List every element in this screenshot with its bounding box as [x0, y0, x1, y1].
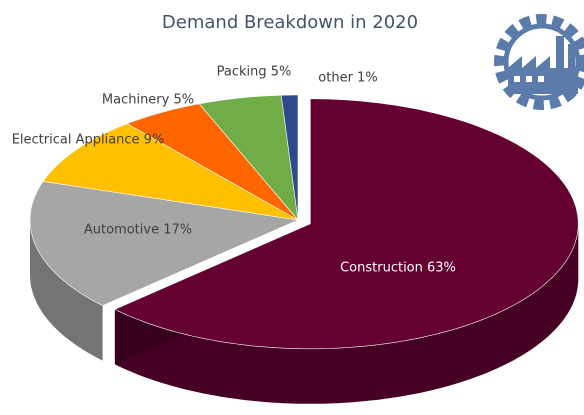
slice-group — [29, 181, 300, 361]
factory-gear-icon — [494, 14, 584, 110]
slice-group — [126, 103, 299, 221]
pie-slice — [42, 123, 299, 221]
slice-group — [42, 123, 299, 221]
slice-group — [114, 98, 579, 404]
pie-slice — [280, 94, 299, 221]
pie-slice — [29, 181, 300, 306]
data-label: Construction 63% — [340, 261, 456, 276]
pie-slice — [126, 103, 299, 221]
pie-slice — [198, 94, 299, 221]
slice-side — [114, 223, 579, 404]
slice-group — [198, 94, 299, 221]
data-label: Packing 5% — [217, 65, 292, 80]
data-label: Machinery 5% — [102, 93, 194, 108]
data-label: other 1% — [318, 71, 377, 86]
chart-title: Demand Breakdown in 2020 — [162, 12, 418, 33]
slice-group — [280, 94, 299, 221]
data-label: Electrical Appliance 9% — [12, 133, 165, 148]
pie-slice — [114, 98, 579, 350]
data-label: Automotive 17% — [84, 223, 192, 238]
slice-side — [30, 220, 103, 361]
